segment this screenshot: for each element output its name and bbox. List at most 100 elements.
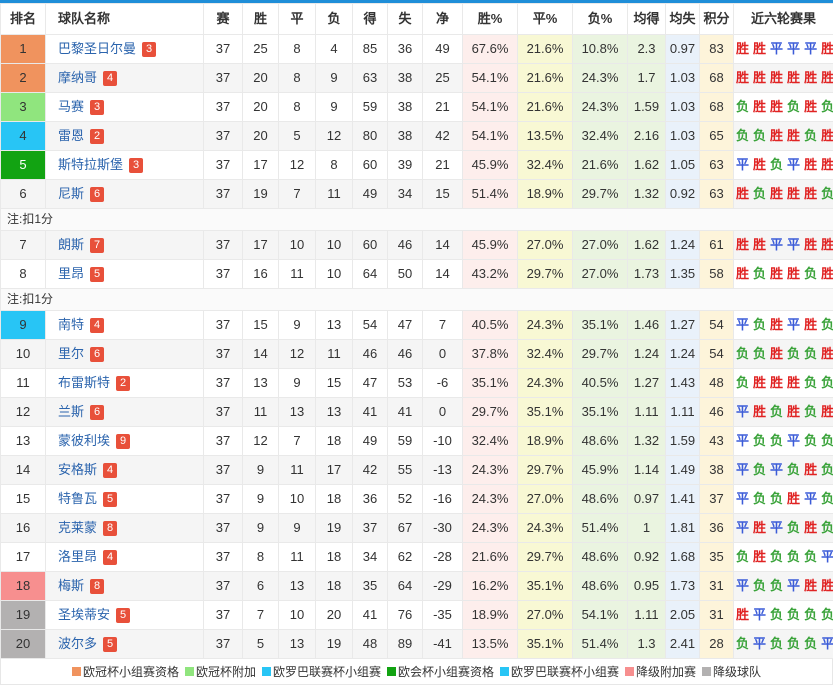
played-cell: 37 bbox=[204, 311, 243, 340]
team-badge[interactable]: 8 bbox=[90, 579, 104, 594]
team-badge[interactable]: 9 bbox=[116, 434, 130, 449]
team-badge[interactable]: 6 bbox=[90, 347, 104, 362]
team-link[interactable]: 斯特拉斯堡 bbox=[58, 157, 123, 172]
team-badge[interactable]: 4 bbox=[90, 318, 104, 333]
team-cell: 斯特拉斯堡 3 bbox=[46, 151, 204, 180]
team-link[interactable]: 巴黎圣日尔曼 bbox=[58, 41, 136, 56]
team-link[interactable]: 南特 bbox=[58, 317, 84, 332]
avg-gf-cell: 1.73 bbox=[628, 260, 666, 289]
result-mark: 胜 bbox=[804, 317, 817, 332]
rank-cell: 12 bbox=[1, 398, 46, 427]
team-link[interactable]: 安格斯 bbox=[58, 462, 97, 477]
team-badge[interactable]: 2 bbox=[90, 129, 104, 144]
team-badge[interactable]: 3 bbox=[129, 158, 143, 173]
last-six-results-cell: 平胜平负胜负 bbox=[734, 514, 833, 543]
avg-ga-cell: 1.35 bbox=[666, 260, 700, 289]
avg-gf-cell: 1.59 bbox=[628, 93, 666, 122]
played-cell: 37 bbox=[204, 231, 243, 260]
team-link[interactable]: 特鲁瓦 bbox=[58, 491, 97, 506]
draw-pct-cell: 27.0% bbox=[518, 485, 573, 514]
result-mark: 胜 bbox=[804, 520, 817, 535]
team-link[interactable]: 马赛 bbox=[58, 99, 84, 114]
team-link[interactable]: 克莱蒙 bbox=[58, 520, 97, 535]
points-cell: 68 bbox=[700, 64, 734, 93]
result-mark: 负 bbox=[736, 128, 749, 143]
win-pct-cell: 13.5% bbox=[463, 630, 518, 659]
result-mark: 胜 bbox=[753, 157, 766, 172]
team-link[interactable]: 洛里昂 bbox=[58, 549, 97, 564]
result-mark: 负 bbox=[753, 491, 766, 506]
last-six-results-cell: 胜胜胜胜胜胜 bbox=[734, 64, 833, 93]
team-badge[interactable]: 4 bbox=[103, 71, 117, 86]
avg-gf-cell: 2.16 bbox=[628, 122, 666, 151]
draw-pct-cell: 24.3% bbox=[518, 369, 573, 398]
result-mark: 胜 bbox=[821, 70, 833, 85]
team-badge[interactable]: 5 bbox=[116, 608, 130, 623]
draw-pct-cell: 18.9% bbox=[518, 180, 573, 209]
header-row: 排名球队名称赛胜平负得失净胜%平%负%均得均失积分近六轮赛果 bbox=[1, 4, 833, 35]
avg-gf-cell: 1.27 bbox=[628, 369, 666, 398]
gf-cell: 42 bbox=[353, 456, 388, 485]
gd-cell: 21 bbox=[423, 93, 463, 122]
draw-cell: 10 bbox=[279, 485, 316, 514]
draw-pct-cell: 24.3% bbox=[518, 311, 573, 340]
team-badge[interactable]: 6 bbox=[90, 405, 104, 420]
team-link[interactable]: 朗斯 bbox=[58, 237, 84, 252]
team-link[interactable]: 尼斯 bbox=[58, 186, 84, 201]
rank-cell: 6 bbox=[1, 180, 46, 209]
last-six-results-cell: 平负胜平胜负 bbox=[734, 311, 833, 340]
team-badge[interactable]: 4 bbox=[103, 463, 117, 478]
win-cell: 17 bbox=[243, 231, 279, 260]
team-link[interactable]: 波尔多 bbox=[58, 636, 97, 651]
team-link[interactable]: 梅斯 bbox=[58, 578, 84, 593]
team-link[interactable]: 里尔 bbox=[58, 346, 84, 361]
team-link[interactable]: 雷恩 bbox=[58, 128, 84, 143]
team-badge[interactable]: 5 bbox=[103, 492, 117, 507]
team-badge[interactable]: 5 bbox=[90, 267, 104, 282]
avg-gf-cell: 1 bbox=[628, 514, 666, 543]
team-link[interactable]: 蒙彼利埃 bbox=[58, 433, 110, 448]
result-mark: 负 bbox=[821, 462, 833, 477]
team-link[interactable]: 圣埃蒂安 bbox=[58, 607, 110, 622]
win-cell: 20 bbox=[243, 93, 279, 122]
team-badge[interactable]: 7 bbox=[90, 238, 104, 253]
result-mark: 负 bbox=[787, 549, 800, 564]
column-header: 胜% bbox=[463, 4, 518, 35]
played-cell: 37 bbox=[204, 601, 243, 630]
team-badge[interactable]: 3 bbox=[90, 100, 104, 115]
result-mark: 胜 bbox=[804, 186, 817, 201]
result-mark: 负 bbox=[804, 375, 817, 390]
win-pct-cell: 45.9% bbox=[463, 151, 518, 180]
column-header: 积分 bbox=[700, 4, 734, 35]
avg-ga-cell: 1.11 bbox=[666, 398, 700, 427]
points-cell: 58 bbox=[700, 260, 734, 289]
team-link[interactable]: 摩纳哥 bbox=[58, 70, 97, 85]
team-link[interactable]: 兰斯 bbox=[58, 404, 84, 419]
team-badge[interactable]: 6 bbox=[90, 187, 104, 202]
team-link[interactable]: 里昂 bbox=[58, 266, 84, 281]
team-badge[interactable]: 8 bbox=[103, 521, 117, 536]
result-mark: 负 bbox=[821, 607, 833, 622]
result-mark: 胜 bbox=[821, 128, 833, 143]
loss-pct-cell: 51.4% bbox=[573, 630, 628, 659]
result-mark: 胜 bbox=[821, 578, 833, 593]
avg-ga-cell: 1.43 bbox=[666, 369, 700, 398]
team-badge[interactable]: 2 bbox=[116, 376, 130, 391]
result-mark: 胜 bbox=[770, 128, 783, 143]
loss-cell: 18 bbox=[316, 485, 353, 514]
win-pct-cell: 29.7% bbox=[463, 398, 518, 427]
win-cell: 16 bbox=[243, 260, 279, 289]
draw-pct-cell: 32.4% bbox=[518, 151, 573, 180]
result-mark: 胜 bbox=[770, 99, 783, 114]
team-badge[interactable]: 5 bbox=[103, 637, 117, 652]
team-link[interactable]: 布雷斯特 bbox=[58, 375, 110, 390]
note-text: 注:扣1分 bbox=[1, 209, 833, 231]
team-badge[interactable]: 4 bbox=[103, 550, 117, 565]
played-cell: 37 bbox=[204, 122, 243, 151]
points-cell: 35 bbox=[700, 543, 734, 572]
rank-cell: 2 bbox=[1, 64, 46, 93]
team-badge[interactable]: 3 bbox=[142, 42, 156, 57]
column-header: 赛 bbox=[204, 4, 243, 35]
